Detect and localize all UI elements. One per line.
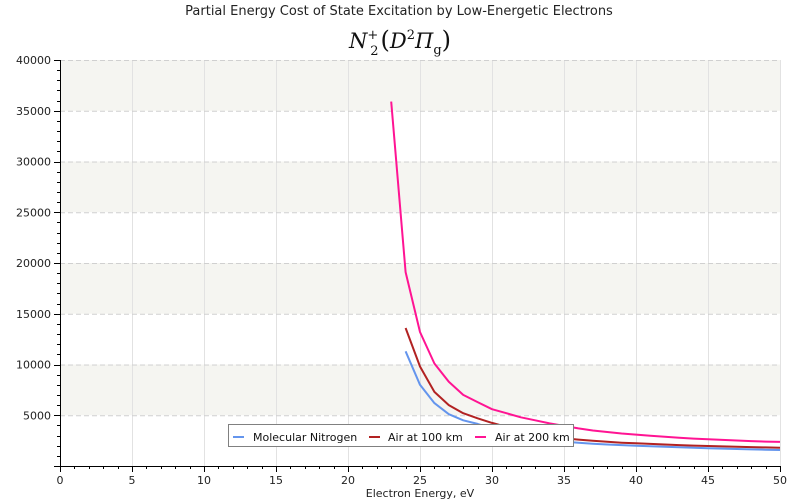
- y-tick-label: 25000: [16, 206, 51, 219]
- subtitle-base: N: [348, 29, 368, 53]
- subtitle-term: Π: [414, 29, 434, 53]
- chart-title: Partial Energy Cost of State Excitation …: [185, 4, 613, 19]
- y-tick-label: 5000: [23, 409, 51, 422]
- series-line-molecular-nitrogen: [404, 350, 781, 451]
- y-tick-label: 35000: [16, 105, 51, 118]
- x-tick-label: 50: [773, 474, 787, 487]
- legend-label-air-100km: Air at 100 km: [388, 431, 463, 444]
- y-tick-label: 40000: [16, 54, 51, 67]
- y-tick-label: 15000: [16, 308, 51, 321]
- x-tick-label: 0: [57, 474, 64, 487]
- y-tick-label: 10000: [16, 359, 51, 372]
- subtitle-state-sup: 2: [407, 28, 415, 43]
- legend-label-molecular-nitrogen: Molecular Nitrogen: [253, 431, 357, 444]
- subtitle-state: D: [389, 29, 407, 53]
- chart-subtitle: N+ 2(D2Πg): [348, 26, 451, 59]
- legend-label-air-200km: Air at 200 km: [495, 431, 570, 444]
- x-tick-label: 15: [269, 474, 283, 487]
- y-tick-label: 30000: [16, 156, 51, 169]
- x-tick-label: 20: [341, 474, 355, 487]
- subtitle-sup: +: [367, 28, 378, 43]
- subtitle-paren-open: (: [381, 26, 390, 54]
- x-tick-label: 45: [701, 474, 715, 487]
- subtitle-term-sub: g: [433, 43, 441, 58]
- series-lines: [390, 101, 781, 451]
- tick-labels: 5000 10000 15000 20000 25000 30000 35000 40000 0…: [16, 54, 787, 487]
- x-tick-label: 35: [557, 474, 571, 487]
- legend-box: [228, 424, 574, 447]
- subtitle-sub: 2: [370, 44, 378, 59]
- legend: Molecular Nitrogen Air at 100 km Air at …: [228, 424, 574, 447]
- axes: [54, 60, 781, 472]
- x-tick-label: 25: [413, 474, 427, 487]
- y-tick-label: 20000: [16, 257, 51, 270]
- x-axis-label: Electron Energy, eV: [366, 487, 475, 500]
- grid-lines: [60, 60, 781, 466]
- x-tick-label: 30: [485, 474, 499, 487]
- series-line-air-at-200-km: [390, 101, 781, 443]
- x-tick-label: 10: [197, 474, 211, 487]
- series-line-air-at-100-km: [404, 327, 781, 449]
- x-tick-label: 40: [629, 474, 643, 487]
- subtitle-paren-close: ): [442, 26, 451, 54]
- x-tick-label: 5: [129, 474, 136, 487]
